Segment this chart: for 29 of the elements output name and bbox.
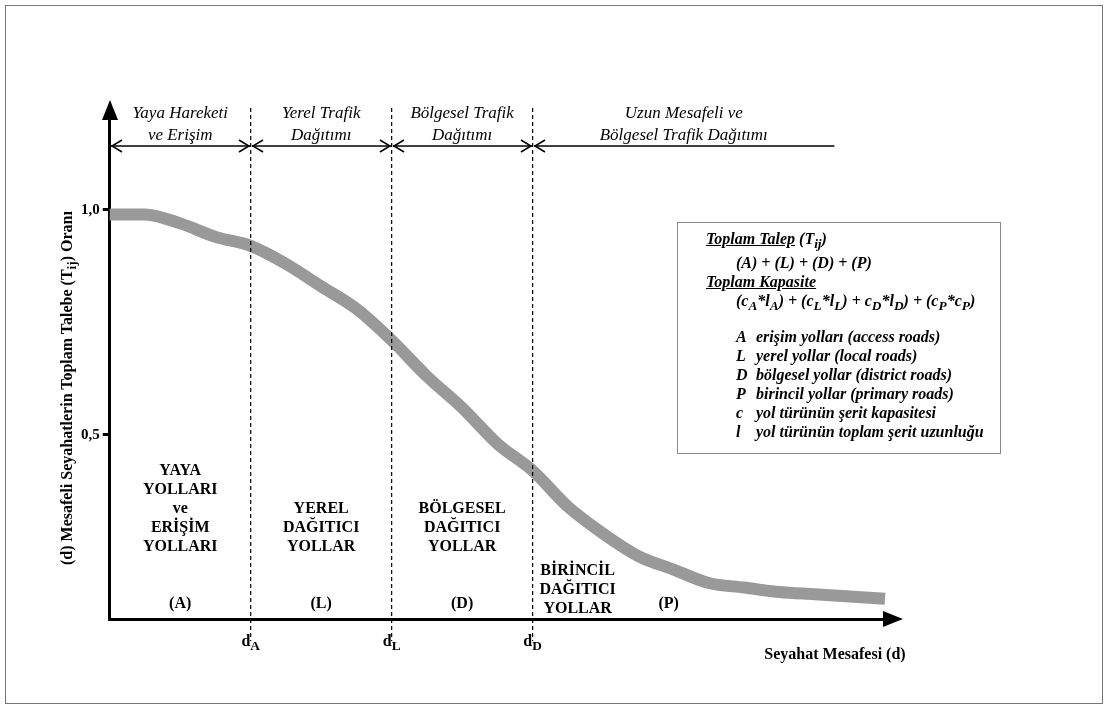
annotation: Toplam Talep: [706, 230, 796, 247]
annotation: BİRİNCİL DAĞITICI YOLLAR: [538, 560, 617, 617]
annotation: Bölgesel Trafik Dağıtımı: [409, 102, 515, 146]
annotation: Yerel Trafik Dağıtımı: [281, 103, 361, 144]
annotation: (D): [450, 594, 475, 612]
annotation: BÖLGESEL DAĞITICI YOLLAR: [417, 498, 507, 555]
x-tick-label: d$_{D}$: [522, 632, 543, 655]
annotation: P birincil yollar (primary roads): [735, 384, 955, 404]
annotation: (L): [309, 594, 333, 612]
annotation: c yol türünün şerit kapasitesi: [735, 403, 938, 423]
y-tick-label: 0,5: [81, 425, 100, 442]
annotation: (A) + (L) + (D) + (P): [735, 253, 873, 273]
x-axis-title: Seyahat Mesafesi (d): [763, 645, 907, 663]
annotation: Uzun Mesafeli ve Bölgesel Trafik Dağıtımı: [598, 102, 769, 146]
annotation: (T$_{ij}$): [799, 230, 827, 252]
x-tick-label: d$_{A}$: [240, 632, 261, 655]
annotation: D bölgesel yollar (district roads): [735, 365, 953, 385]
annotation: A erişim yolları (access roads): [734, 327, 942, 347]
annotation: l yol türünün toplam şerit uzunluğu: [735, 422, 985, 442]
text: (c$_{A}$*l$_{A}$) + (c$_{L}$*l$_{L}$) + c$_{D}$*l$_{D}$) + (c$_{P}$*c$_{P}$): [736, 292, 976, 314]
annotation: YAYA YOLLARI ve ERİŞİM YOLLARI: [141, 460, 219, 555]
y-tick-label: 1,0: [81, 200, 100, 217]
annotation: Toplam Kapasite: [706, 272, 818, 292]
annotation: (P): [657, 594, 680, 612]
annotation: (A): [168, 594, 193, 612]
x-tick-label: d$_{L}$: [381, 632, 402, 655]
annotation: YEREL DAĞITICI YOLLAR: [281, 498, 361, 555]
annotation: L yerel yollar (local roads): [735, 346, 919, 366]
annotation: Yaya Hareketi ve Erişim: [131, 102, 229, 146]
